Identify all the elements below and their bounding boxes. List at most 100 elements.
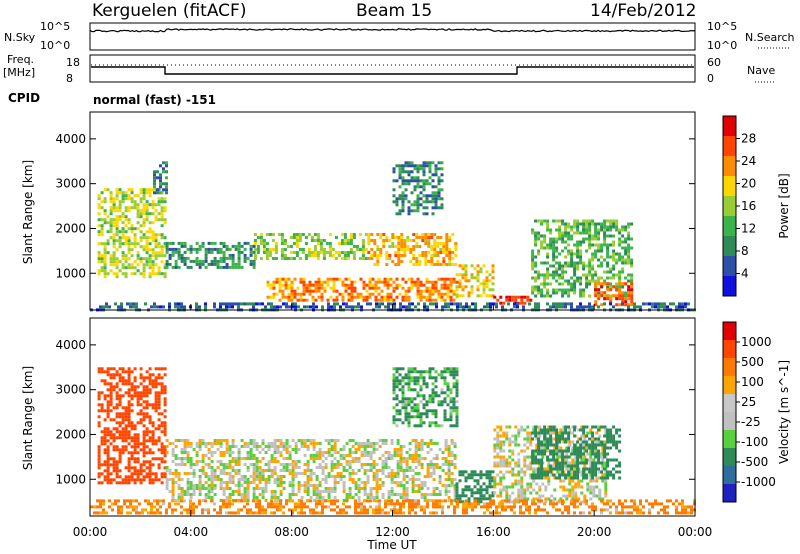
echo-cell-0-4	[436, 236, 440, 239]
echo-cell-1-1	[180, 478, 184, 481]
echo-cell-0-2	[195, 256, 199, 260]
echo-cell-0-0	[157, 242, 161, 246]
echo-cell-0-11	[150, 305, 153, 309]
echo-cell-1-1	[273, 481, 277, 484]
echo-cell-1-0	[157, 424, 161, 428]
echo-cell-1-2	[395, 409, 399, 413]
echo-cell-0-9	[531, 291, 535, 295]
echo-cell-1-1	[441, 451, 445, 454]
echo-cell-1-5	[549, 467, 553, 471]
echo-cell-1-1	[246, 442, 250, 445]
echo-cell-1-4	[553, 437, 557, 441]
echo-cell-1-5	[534, 473, 538, 477]
echo-cell-1-4	[586, 488, 590, 492]
echo-cell-1-0	[133, 448, 137, 452]
echo-cell-1-2	[407, 385, 411, 389]
echo-cell-0-4	[433, 233, 437, 236]
echo-cell-0-0	[148, 257, 152, 261]
echo-cell-0-9	[624, 237, 628, 241]
echo-cell-0-9	[621, 246, 625, 250]
echo-cell-0-2	[171, 247, 175, 251]
echo-cell-1-0	[130, 466, 134, 470]
echo-cell-1-1	[342, 481, 346, 484]
echo-cell-1-4	[523, 470, 527, 474]
echo-cell-0-1	[165, 170, 168, 174]
echo-cell-0-11	[555, 302, 558, 306]
echo-cell-1-1	[363, 469, 367, 472]
echo-cell-1-4	[502, 455, 506, 459]
echo-cell-1-1	[366, 478, 370, 481]
echo-cell-1-0	[115, 469, 119, 473]
echo-cell-0-0	[139, 257, 143, 261]
echo-cell-1-4	[499, 491, 503, 495]
echo-cell-0-9	[564, 264, 568, 268]
echo-cell-1-0	[133, 442, 137, 446]
echo-cell-1-1	[204, 481, 208, 484]
echo-cell-1-2	[446, 385, 450, 389]
echo-cell-1-0	[157, 448, 161, 452]
echo-cell-0-0	[106, 215, 110, 219]
echo-cell-1-1	[372, 472, 376, 475]
echo-cell-0-6	[488, 273, 492, 277]
echo-cell-1-4	[544, 446, 548, 450]
echo-cell-1-0	[118, 469, 122, 473]
echo-cell-0-5	[305, 289, 309, 293]
echo-cell-1-4	[526, 497, 530, 501]
echo-cell-0-9	[564, 240, 568, 244]
echo-cell-1-0	[97, 391, 101, 395]
echo-cell-1-0	[115, 481, 119, 485]
echo-cell-1-4	[514, 473, 518, 477]
echo-cell-1-0	[127, 367, 131, 371]
echo-cell-1-4	[523, 461, 527, 465]
echo-cell-0-9	[606, 234, 610, 238]
echo-cell-0-11	[297, 305, 300, 309]
echo-cell-0-9	[606, 249, 610, 253]
echo-cell-1-4	[547, 482, 551, 486]
echo-cell-0-5	[425, 295, 429, 299]
echo-cell-1-0	[148, 388, 152, 392]
echo-cell-0-2	[237, 253, 241, 257]
echo-cell-1-2	[422, 421, 426, 425]
echo-cell-0-11	[486, 305, 489, 309]
echo-cell-1-1	[252, 442, 256, 445]
echo-cell-0-5	[353, 289, 357, 293]
echo-cell-0-9	[612, 219, 616, 223]
echo-cell-1-1	[414, 457, 418, 460]
echo-cell-1-1	[165, 451, 169, 454]
echo-cell-0-5	[380, 295, 384, 299]
echo-cell-0-6	[491, 282, 495, 286]
echo-cell-0-4	[442, 263, 446, 266]
echo-cell-1-4	[514, 479, 518, 483]
echo-cell-0-5	[317, 289, 321, 293]
echo-cell-1-1	[324, 466, 328, 469]
echo-cell-0-4	[385, 254, 389, 257]
echo-cell-1-3	[476, 479, 480, 483]
echo-cell-0-2	[204, 253, 208, 257]
echo-cell-0-0	[163, 200, 167, 204]
echo-cell-1-1	[183, 457, 187, 460]
echo-cell-1-1	[279, 493, 283, 496]
echo-cell-1-1	[171, 493, 175, 496]
echo-cell-0-4	[445, 254, 449, 257]
echo-cell-1-4	[511, 434, 515, 438]
echo-cell-0-9	[588, 270, 592, 274]
echo-cell-0-2	[210, 262, 214, 266]
echo-cell-1-0	[157, 403, 161, 407]
echo-cell-0-0	[160, 245, 164, 249]
echo-cell-0-9	[582, 231, 586, 235]
echo-cell-1-3	[488, 479, 492, 483]
echo-cell-1-2	[401, 388, 405, 392]
echo-cell-1-2	[416, 415, 420, 419]
echo-cell-1-3	[473, 497, 477, 501]
echo-cell-1-5	[558, 437, 562, 441]
echo-cell-1-1	[372, 442, 376, 445]
echo-cell-1-1	[189, 442, 193, 445]
echo-cell-0-9	[570, 264, 574, 268]
echo-cell-1-3	[488, 473, 492, 477]
echo-cell-0-4	[424, 263, 428, 266]
echo-cell-0-7	[401, 200, 405, 204]
echo-cell-0-9	[573, 282, 577, 286]
echo-cell-0-0	[103, 209, 107, 213]
echo-cell-0-9	[630, 261, 634, 265]
echo-cell-1-4	[493, 479, 497, 483]
